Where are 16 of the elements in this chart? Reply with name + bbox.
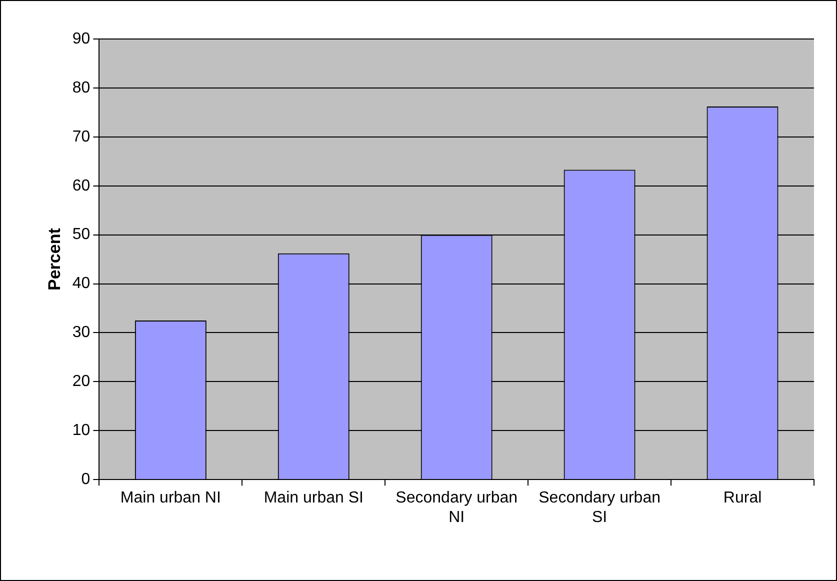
y-tick-label: 90 <box>72 30 90 48</box>
y-tick-label: 50 <box>72 226 90 244</box>
y-tick-label: 70 <box>72 128 90 146</box>
x-tick-label: Main urban NI <box>120 490 221 507</box>
y-axis-title: Percent <box>44 228 64 290</box>
x-tick-label: Secondary urban NI <box>396 490 518 526</box>
x-tick-label: Main urban SI <box>264 490 364 507</box>
x-tick-label: Rural <box>723 490 762 507</box>
y-tick-label: 60 <box>72 177 90 194</box>
y-tick-label: 0 <box>81 471 90 488</box>
y-tick-label: 30 <box>72 324 90 342</box>
x-tick-label: Secondary urban SI <box>538 490 660 526</box>
y-tick-label: 80 <box>72 79 90 96</box>
y-tick-label: 40 <box>72 275 90 292</box>
y-tick-label: 20 <box>72 373 90 390</box>
y-tick-label: 10 <box>72 422 90 440</box>
